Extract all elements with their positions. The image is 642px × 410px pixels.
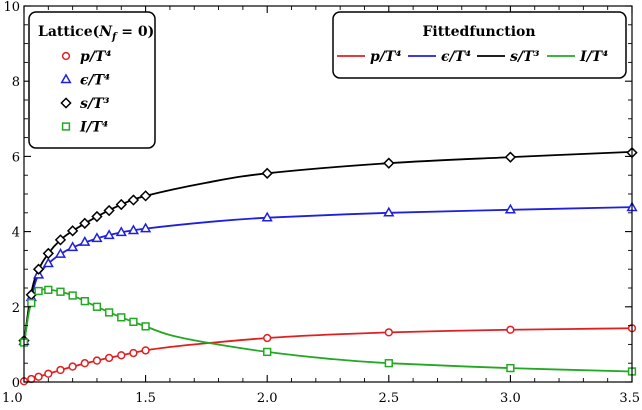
legend-lattice-marker-p-over-t4 bbox=[61, 51, 71, 61]
marker-i-over-t4 bbox=[92, 302, 102, 311]
legend-lattice-label-epsilon-over-t4: ϵ/T⁴ bbox=[80, 73, 110, 89]
y-tick-label: 0 bbox=[12, 376, 20, 391]
curve-epsilon-over-t4 bbox=[23, 206, 633, 345]
marker-i-over-t4 bbox=[129, 317, 138, 326]
legend-lattice-box bbox=[28, 11, 156, 149]
marker-s-over-t3 bbox=[32, 263, 45, 275]
marker-i-over-t4 bbox=[68, 291, 77, 300]
marker-epsilon-over-t4 bbox=[103, 229, 115, 240]
marker-p-over-t4 bbox=[263, 333, 272, 343]
marker-p-over-t4 bbox=[141, 346, 150, 355]
marker-s-over-t3 bbox=[103, 204, 115, 217]
marker-s-over-t3 bbox=[115, 198, 127, 211]
legend-fitted: Fittedfunction p/T⁴ ϵ/T⁴ s/T³ I/T⁴ bbox=[332, 11, 627, 79]
marker-i-over-t4 bbox=[56, 287, 65, 296]
marker-i-over-t4 bbox=[34, 286, 43, 296]
marker-p-over-t4 bbox=[117, 351, 126, 360]
marker-p-over-t4 bbox=[506, 325, 515, 334]
y-tick-label: 8 bbox=[12, 75, 20, 90]
legend-fitted-label-epsilon-over-t4: ϵ/T⁴ bbox=[441, 49, 471, 65]
legend-fitted-label-p-over-t4: p/T⁴ bbox=[370, 49, 401, 65]
x-tick-label: 3.5 bbox=[619, 391, 640, 406]
x-tick-label: 1.5 bbox=[135, 391, 156, 406]
y-tick-label: 4 bbox=[12, 226, 20, 241]
curve-i-over-t4 bbox=[23, 288, 633, 373]
legend-lattice: Lattice(Nf = 0) p/T⁴ ϵ/T⁴ s/T³ I/T⁴ bbox=[28, 11, 156, 149]
x-tick-label: 2.0 bbox=[257, 391, 278, 406]
x-tick-label: 1.0 bbox=[2, 391, 23, 406]
series-layer bbox=[18, 146, 638, 386]
marker-p-over-t4 bbox=[129, 348, 138, 358]
marker-epsilon-over-t4 bbox=[79, 236, 91, 246]
legend-fitted-box bbox=[332, 11, 627, 79]
marker-p-over-t4 bbox=[27, 374, 36, 384]
x-tick-label: 2.5 bbox=[378, 391, 399, 406]
legend-lattice-label-p-over-t4: p/T⁴ bbox=[80, 49, 111, 65]
marker-s-over-t3 bbox=[79, 217, 91, 229]
legend-lattice-title: Lattice(Nf = 0) bbox=[38, 24, 154, 43]
marker-p-over-t4 bbox=[34, 372, 43, 381]
legend-lattice-marker-s-over-t3 bbox=[60, 97, 72, 109]
marker-epsilon-over-t4 bbox=[91, 232, 103, 243]
curve-p-over-t4 bbox=[23, 327, 633, 383]
marker-epsilon-over-t4 bbox=[383, 206, 395, 217]
marker-epsilon-over-t4 bbox=[140, 222, 152, 233]
legend-lattice-entries: p/T⁴ ϵ/T⁴ s/T³ I/T⁴ bbox=[60, 49, 111, 136]
y-tick-label: 2 bbox=[12, 301, 20, 316]
legend-lattice-label-i-over-t4: I/T⁴ bbox=[79, 120, 108, 136]
marker-s-over-t3 bbox=[261, 167, 273, 179]
marker-s-over-t3 bbox=[54, 234, 67, 246]
marker-i-over-t4 bbox=[104, 308, 114, 317]
legend-fitted-label-s-over-t3: s/T³ bbox=[510, 49, 540, 65]
legend-fitted-label-i-over-t4: I/T⁴ bbox=[579, 49, 608, 65]
legend-lattice-marker-epsilon-over-t4 bbox=[60, 73, 72, 84]
legend-fitted-entries: p/T⁴ ϵ/T⁴ s/T³ I/T⁴ bbox=[337, 49, 608, 65]
marker-i-over-t4 bbox=[80, 297, 89, 306]
y-tick-label: 10 bbox=[3, 0, 20, 15]
marker-p-over-t4 bbox=[68, 362, 77, 371]
marker-i-over-t4 bbox=[506, 363, 515, 373]
marker-s-over-t3 bbox=[127, 194, 140, 206]
marker-epsilon-over-t4 bbox=[42, 257, 54, 268]
marker-p-over-t4 bbox=[44, 369, 53, 378]
marker-p-over-t4 bbox=[384, 328, 393, 337]
marker-s-over-t3 bbox=[139, 190, 152, 202]
x-tick-label: 3.0 bbox=[500, 391, 521, 406]
marker-epsilon-over-t4 bbox=[54, 248, 67, 258]
y-tick-label: 6 bbox=[12, 150, 20, 165]
marker-i-over-t4 bbox=[117, 313, 126, 322]
marker-epsilon-over-t4 bbox=[261, 211, 273, 222]
marker-i-over-t4 bbox=[27, 298, 36, 308]
marker-epsilon-over-t4 bbox=[115, 226, 127, 237]
marker-s-over-t3 bbox=[504, 151, 517, 163]
marker-i-over-t4 bbox=[263, 347, 272, 357]
marker-s-over-t3 bbox=[91, 210, 103, 223]
marker-epsilon-over-t4 bbox=[504, 203, 516, 214]
legend-lattice-marker-i-over-t4 bbox=[61, 122, 71, 131]
legend-lattice-label-s-over-t3: s/T³ bbox=[80, 96, 110, 112]
marker-epsilon-over-t4 bbox=[67, 241, 79, 252]
marker-p-over-t4 bbox=[92, 356, 102, 365]
marker-p-over-t4 bbox=[104, 353, 114, 363]
marker-i-over-t4 bbox=[384, 359, 393, 368]
legend-fitted-title: Fittedfunction bbox=[422, 24, 535, 40]
marker-p-over-t4 bbox=[80, 359, 89, 368]
marker-s-over-t3 bbox=[66, 225, 79, 237]
marker-i-over-t4 bbox=[141, 322, 150, 331]
marker-s-over-t3 bbox=[383, 157, 395, 169]
marker-s-over-t3 bbox=[42, 247, 54, 260]
marker-epsilon-over-t4 bbox=[127, 224, 140, 235]
marker-p-over-t4 bbox=[56, 365, 65, 375]
marker-i-over-t4 bbox=[44, 285, 53, 295]
